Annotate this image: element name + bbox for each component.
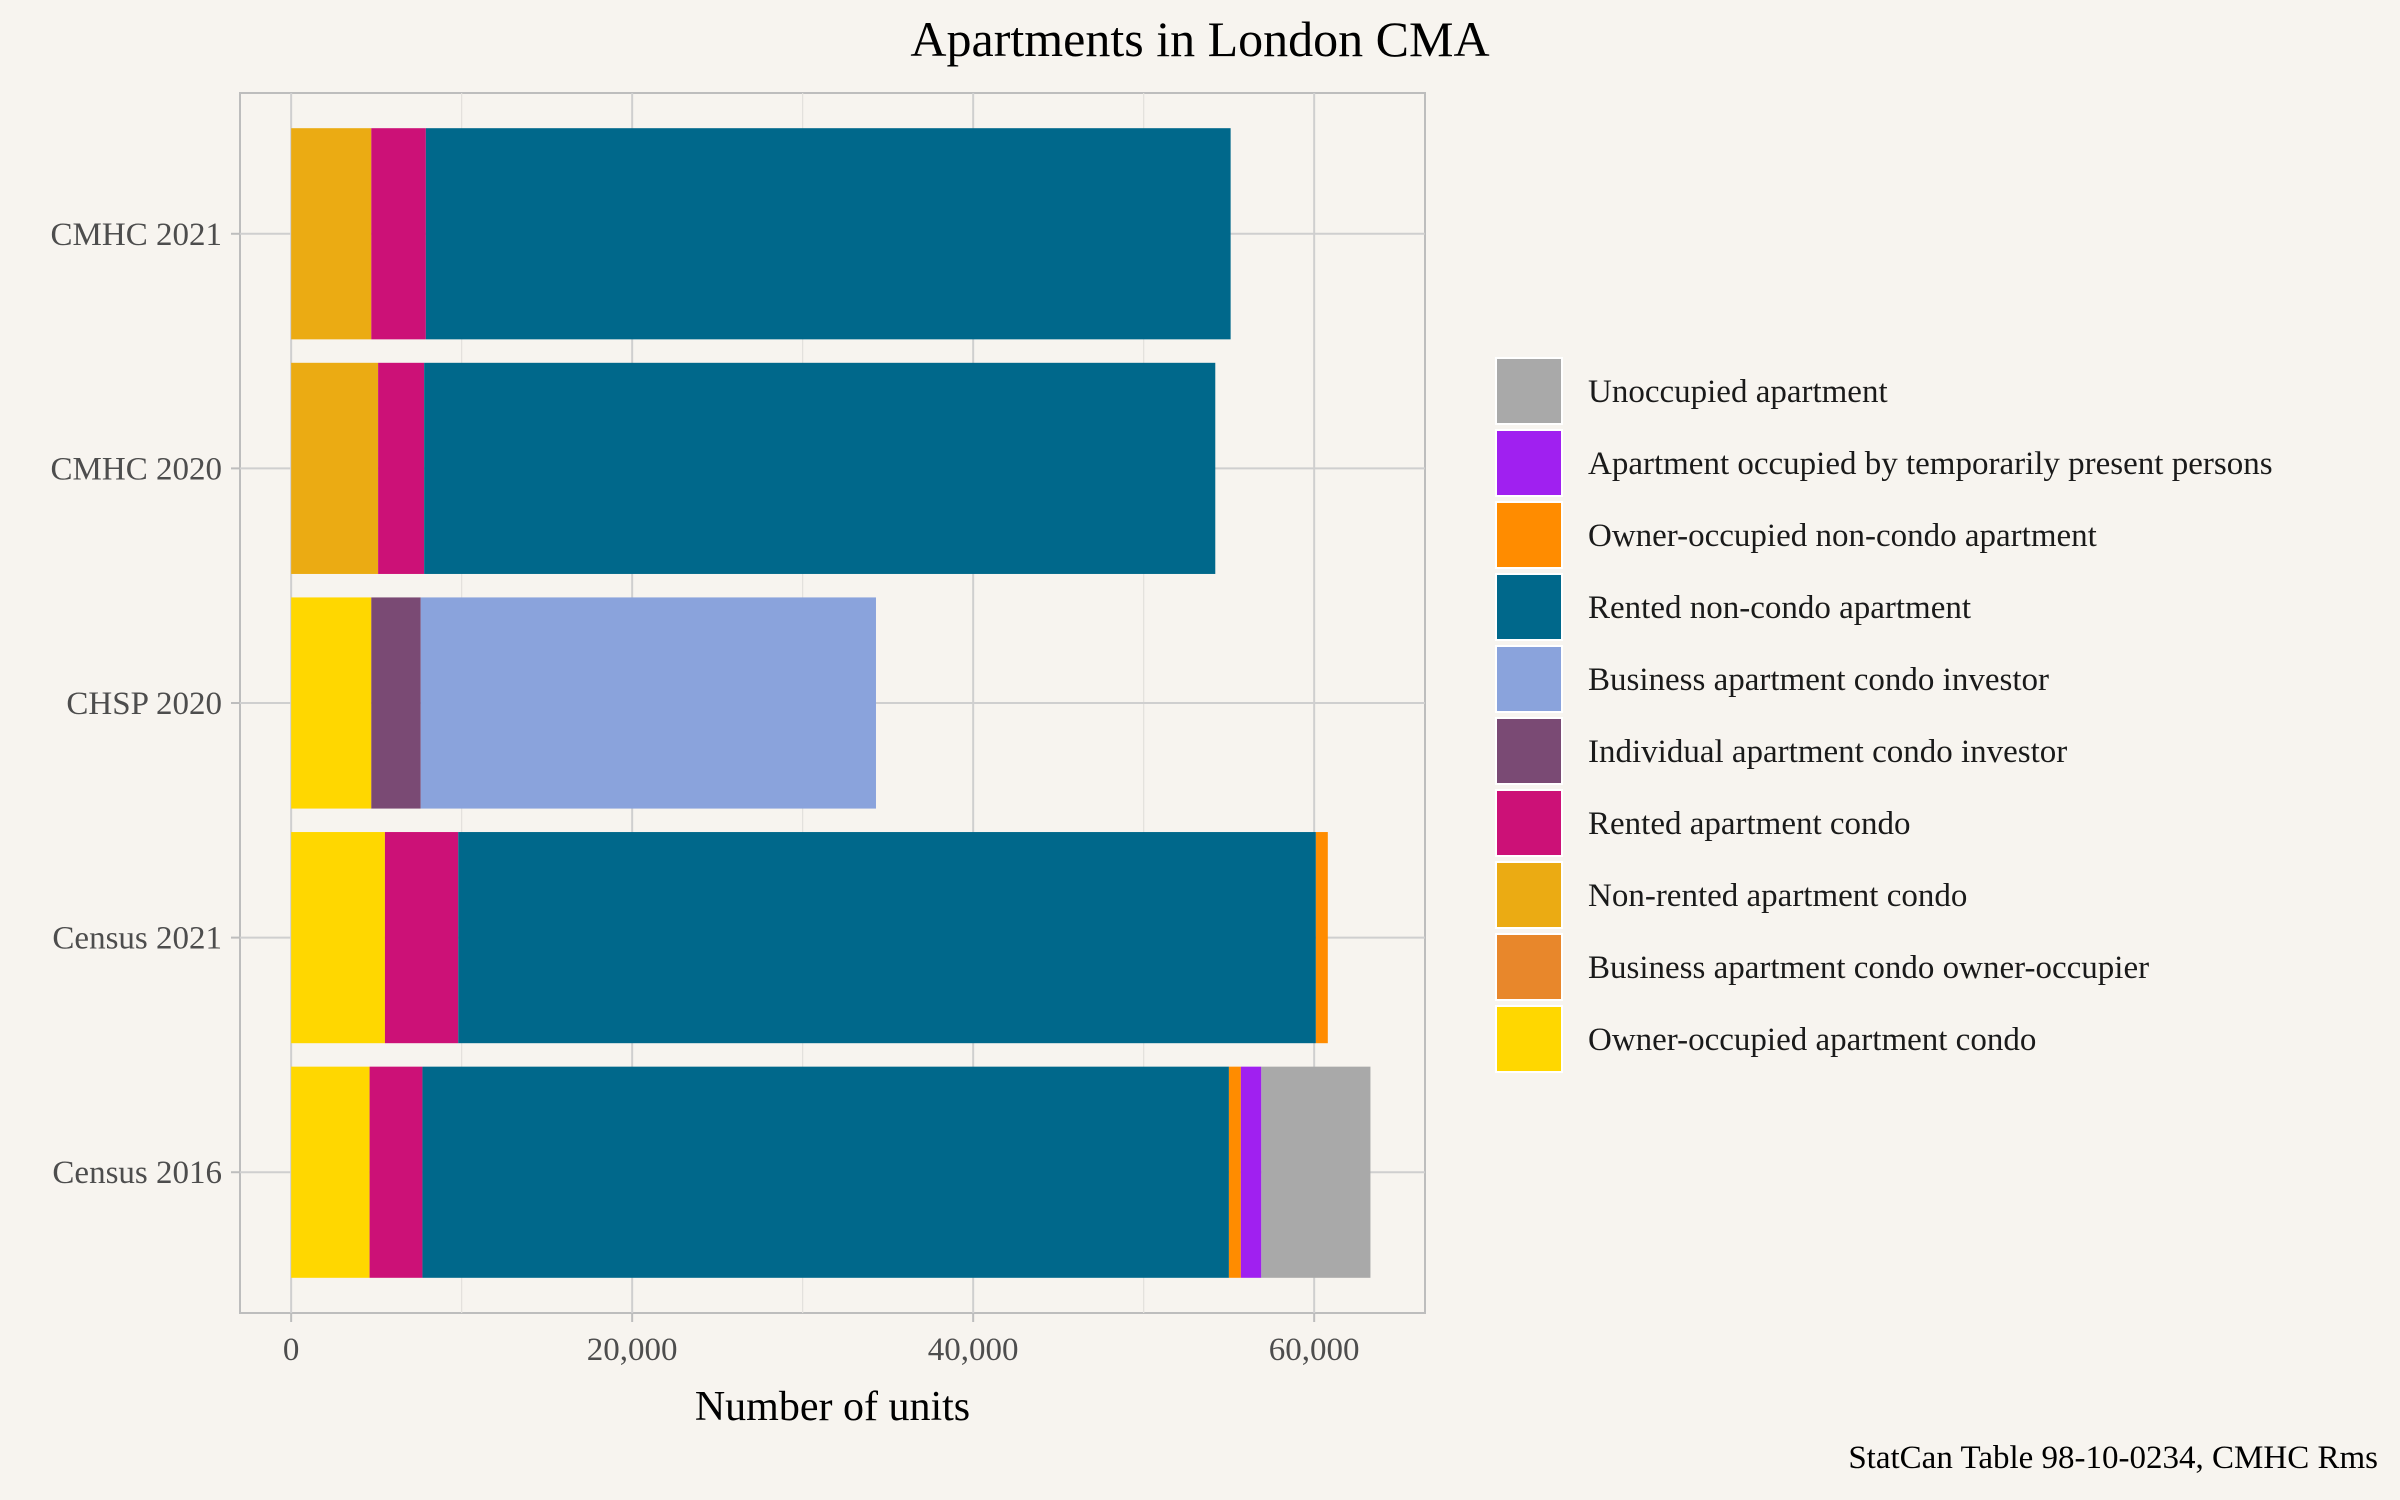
- legend-label: Individual apartment condo investor: [1588, 734, 2067, 770]
- legend-label: Apartment occupied by temporarily presen…: [1588, 446, 2273, 482]
- legend-label: Business apartment condo investor: [1588, 662, 2049, 698]
- legend-key: [1495, 357, 1563, 425]
- y-tick-label: CMHC 2021: [51, 217, 222, 253]
- x-tick-label: 0: [283, 1332, 300, 1368]
- x-axis-title: Number of units: [695, 1384, 970, 1430]
- legend-key: [1495, 789, 1563, 857]
- bar-segment: [291, 128, 372, 340]
- bar-segment: [1315, 832, 1328, 1044]
- y-tick-label: CHSP 2020: [66, 686, 222, 722]
- y-tick-label: CMHC 2020: [51, 451, 222, 487]
- x-tick-label: 60,000: [1269, 1332, 1360, 1368]
- legend-key: [1495, 573, 1563, 641]
- legend-key: [1495, 1005, 1563, 1073]
- bar-segment: [1261, 1066, 1371, 1278]
- x-tick-label: 20,000: [587, 1332, 678, 1368]
- bar-segment: [291, 1066, 370, 1278]
- x-tick-label: 40,000: [928, 1332, 1019, 1368]
- y-tick-label: Census 2016: [52, 1155, 222, 1191]
- bar-segment: [424, 362, 1216, 574]
- legend-label: Owner-occupied apartment condo: [1588, 1022, 2036, 1058]
- bar-segment: [291, 597, 372, 809]
- legend-label: Non-rented apartment condo: [1588, 878, 1967, 914]
- bar-segment: [1240, 1066, 1262, 1278]
- legend-key: [1495, 645, 1563, 713]
- bar-segment: [371, 597, 421, 809]
- legend-key: [1495, 717, 1563, 785]
- legend-key: [1495, 501, 1563, 569]
- bar-segment: [458, 832, 1316, 1044]
- legend-key: [1495, 933, 1563, 1001]
- bar-segment: [420, 597, 876, 809]
- legend-label: Rented non-condo apartment: [1588, 590, 1971, 626]
- legend-label: Owner-occupied non-condo apartment: [1588, 518, 2097, 554]
- legend-key: [1495, 861, 1563, 929]
- legend-key: [1495, 429, 1563, 497]
- legend-label: Unoccupied apartment: [1588, 374, 1888, 410]
- bar-segment: [422, 1066, 1229, 1278]
- y-tick-label: Census 2021: [52, 921, 222, 957]
- bar-segment: [425, 128, 1231, 340]
- chart-title: Apartments in London CMA: [910, 11, 1489, 67]
- bar-segment: [369, 1066, 423, 1278]
- bar-segment: [378, 362, 425, 574]
- bar-segment: [291, 362, 379, 574]
- bar-segment: [1228, 1066, 1241, 1278]
- chart-caption: StatCan Table 98-10-0234, CMHC Rms: [1848, 1440, 2378, 1476]
- bar-segment: [384, 832, 459, 1044]
- bar-segment: [291, 832, 385, 1044]
- legend-label: Business apartment condo owner-occupier: [1588, 950, 2149, 986]
- legend-label: Rented apartment condo: [1588, 806, 1911, 842]
- bar-segment: [371, 128, 426, 340]
